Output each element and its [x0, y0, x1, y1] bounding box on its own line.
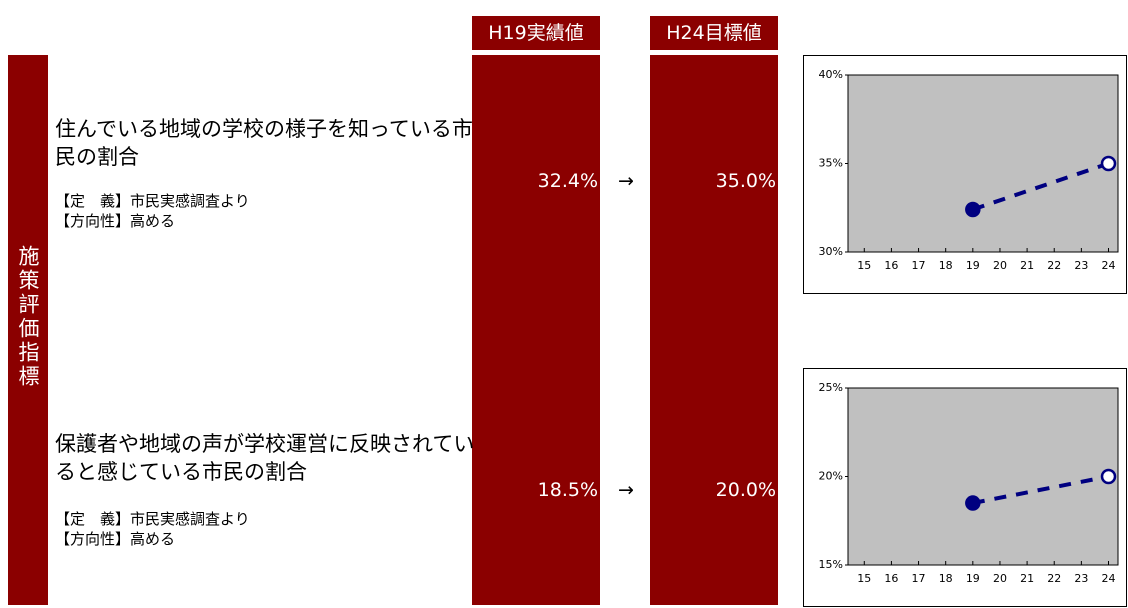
indicator-title: 住んでいる地域の学校の様子を知っている市民の割合	[55, 117, 473, 169]
x-tick-label: 22	[1047, 259, 1061, 272]
target-value: 35.0%	[715, 170, 776, 192]
x-tick-label: 23	[1074, 259, 1088, 272]
x-tick-label: 16	[884, 572, 898, 585]
trend-line	[972, 161, 1110, 212]
data-point	[1100, 155, 1117, 172]
data-point	[1100, 468, 1117, 485]
x-tick-label: 24	[1102, 572, 1116, 585]
x-tick-label: 21	[1020, 572, 1034, 585]
column	[472, 55, 600, 605]
direction: 【方向性】高める	[55, 530, 176, 548]
x-tick-label: 18	[939, 259, 953, 272]
x-tick-label: 15	[857, 572, 871, 585]
target-value: 20.0%	[715, 479, 776, 501]
direction: 【方向性】高める	[55, 212, 176, 230]
column-header: H19実績値	[472, 16, 600, 50]
x-tick-label: 17	[912, 572, 926, 585]
plot-area	[847, 387, 1119, 566]
trend-line	[972, 474, 1109, 506]
y-tick-label: 25%	[819, 381, 843, 394]
definition: 【定 義】市民実感調査より	[55, 192, 250, 210]
plot-area	[847, 74, 1119, 253]
current-value: 18.5%	[537, 479, 598, 501]
x-tick-label: 19	[966, 259, 980, 272]
x-tick-label: 16	[884, 259, 898, 272]
column	[650, 55, 778, 605]
arrow: →	[618, 479, 634, 501]
data-point	[965, 201, 981, 218]
x-tick-label: 20	[993, 572, 1007, 585]
y-tick-label: 15%	[819, 558, 843, 571]
side-label: 施策評価指標	[16, 245, 40, 389]
side-label-box: 施策評価指標	[8, 55, 48, 605]
chart: 15% 20% 25% 15 16 17 18 19 20 21 22 23 24	[803, 368, 1127, 607]
x-tick-label: 21	[1020, 259, 1034, 272]
indicator-title: 保護者や地域の声が学校運営に反映されていると感じている市民の割合	[55, 432, 475, 484]
chart: 30% 35% 40% 15 16 17 18 19 20 21 22 23 24	[803, 55, 1127, 294]
y-tick-label: 35%	[819, 157, 843, 170]
x-tick-label: 20	[993, 259, 1007, 272]
data-point	[965, 495, 981, 511]
y-tick-label: 40%	[819, 68, 843, 81]
x-tick-label: 17	[912, 259, 926, 272]
x-tick-label: 24	[1102, 259, 1116, 272]
x-tick-label: 19	[966, 572, 980, 585]
arrow: →	[618, 170, 634, 192]
current-value: 32.4%	[537, 170, 598, 192]
definition: 【定 義】市民実感調査より	[55, 510, 250, 528]
x-tick-label: 23	[1074, 572, 1088, 585]
column-header: H24目標値	[650, 16, 778, 50]
x-tick-label: 22	[1047, 572, 1061, 585]
y-tick-label: 30%	[819, 245, 843, 258]
y-tick-label: 20%	[819, 470, 843, 483]
x-tick-label: 18	[939, 572, 953, 585]
x-tick-label: 15	[857, 259, 871, 272]
